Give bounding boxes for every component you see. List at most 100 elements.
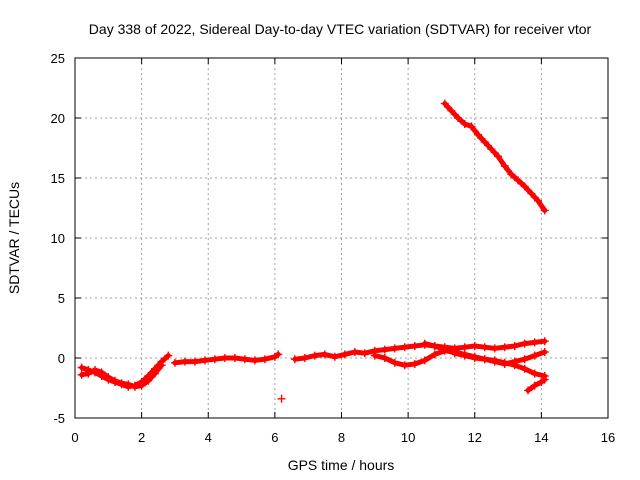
x-axis-label: GPS time / hours (288, 457, 395, 473)
data-point (310, 351, 319, 360)
data-point (450, 349, 459, 358)
data-point (420, 339, 429, 348)
data-point (524, 386, 533, 395)
series-line (442, 101, 548, 213)
data-point (130, 382, 139, 391)
x-tick-label: 4 (205, 430, 212, 445)
series-track-7 (524, 375, 549, 395)
series-track-2 (77, 361, 166, 391)
x-tick-label: 12 (468, 430, 482, 445)
data-point (520, 182, 529, 191)
data-point (500, 162, 509, 170)
y-tick-label: 10 (51, 231, 65, 246)
data-point (390, 344, 399, 353)
data-point (530, 351, 539, 360)
data-point (430, 342, 439, 350)
x-tick-label: 8 (338, 430, 345, 445)
data-point (507, 170, 516, 179)
y-axis-label: SDTVAR / TECUs (6, 182, 22, 294)
data-point (480, 343, 489, 352)
data-point (530, 338, 539, 347)
y-tick-label: 25 (51, 51, 65, 66)
data-point (447, 106, 456, 115)
data-point (90, 366, 99, 374)
data-point (240, 355, 249, 364)
axis-ticks: 0 2 4 6 8 10 12 14 16 -5 0 5 10 15 20 25 (51, 51, 616, 445)
x-tick-label: 10 (401, 430, 415, 445)
data-point (410, 360, 419, 368)
data-point (150, 369, 159, 378)
data-point (157, 361, 166, 370)
data-point (380, 354, 389, 362)
data-point (230, 354, 239, 362)
data-point (534, 196, 543, 205)
data-point (540, 206, 549, 215)
data-point (470, 354, 479, 362)
data-point (277, 394, 286, 403)
data-point (200, 356, 209, 365)
data-series (77, 99, 549, 403)
series-line (525, 377, 548, 393)
data-point (360, 349, 369, 358)
data-point (117, 379, 126, 388)
data-point (490, 356, 499, 365)
data-point (490, 344, 499, 353)
data-point (290, 355, 299, 364)
data-point (410, 342, 419, 350)
data-point (480, 138, 489, 146)
data-point (400, 361, 409, 370)
data-point (460, 343, 469, 352)
data-point (540, 348, 549, 356)
data-point (84, 369, 93, 378)
data-point (527, 189, 536, 198)
data-point (520, 339, 529, 348)
data-point (510, 361, 519, 370)
data-point (454, 114, 463, 122)
data-point (320, 350, 329, 359)
data-point (144, 376, 153, 385)
data-point (137, 381, 146, 390)
series-isolated (277, 394, 286, 403)
data-point (494, 152, 503, 161)
data-point (210, 355, 219, 364)
y-tick-label: 20 (51, 111, 65, 126)
data-point (487, 145, 496, 154)
data-point (520, 364, 529, 373)
data-point (170, 358, 179, 367)
data-point (400, 343, 409, 352)
x-tick-label: 16 (601, 430, 615, 445)
data-point (77, 363, 86, 372)
data-point (340, 350, 349, 359)
data-point (430, 350, 439, 359)
data-point (104, 373, 113, 382)
data-point (370, 351, 379, 360)
series-track-3 (170, 350, 283, 367)
y-tick-label: 0 (58, 351, 65, 366)
data-point (467, 122, 476, 131)
data-point (510, 342, 519, 350)
data-point (520, 355, 529, 364)
data-point (124, 380, 133, 389)
x-tick-label: 14 (534, 430, 548, 445)
data-point (250, 356, 259, 365)
data-point (474, 130, 483, 139)
data-point (500, 343, 509, 352)
data-point (330, 352, 339, 361)
data-point (390, 358, 399, 367)
data-point (540, 375, 549, 384)
y-tick-label: 5 (58, 291, 65, 306)
data-point (164, 351, 173, 360)
data-point (530, 369, 539, 378)
data-point (380, 345, 389, 354)
data-point (530, 381, 539, 390)
series-track-4 (290, 337, 549, 364)
x-tick-label: 0 (71, 430, 78, 445)
data-point (500, 358, 509, 367)
data-point (274, 350, 283, 359)
x-tick-label: 6 (271, 430, 278, 445)
data-point (300, 354, 309, 362)
data-point (420, 356, 429, 365)
data-point (220, 354, 229, 362)
data-point (540, 337, 549, 346)
